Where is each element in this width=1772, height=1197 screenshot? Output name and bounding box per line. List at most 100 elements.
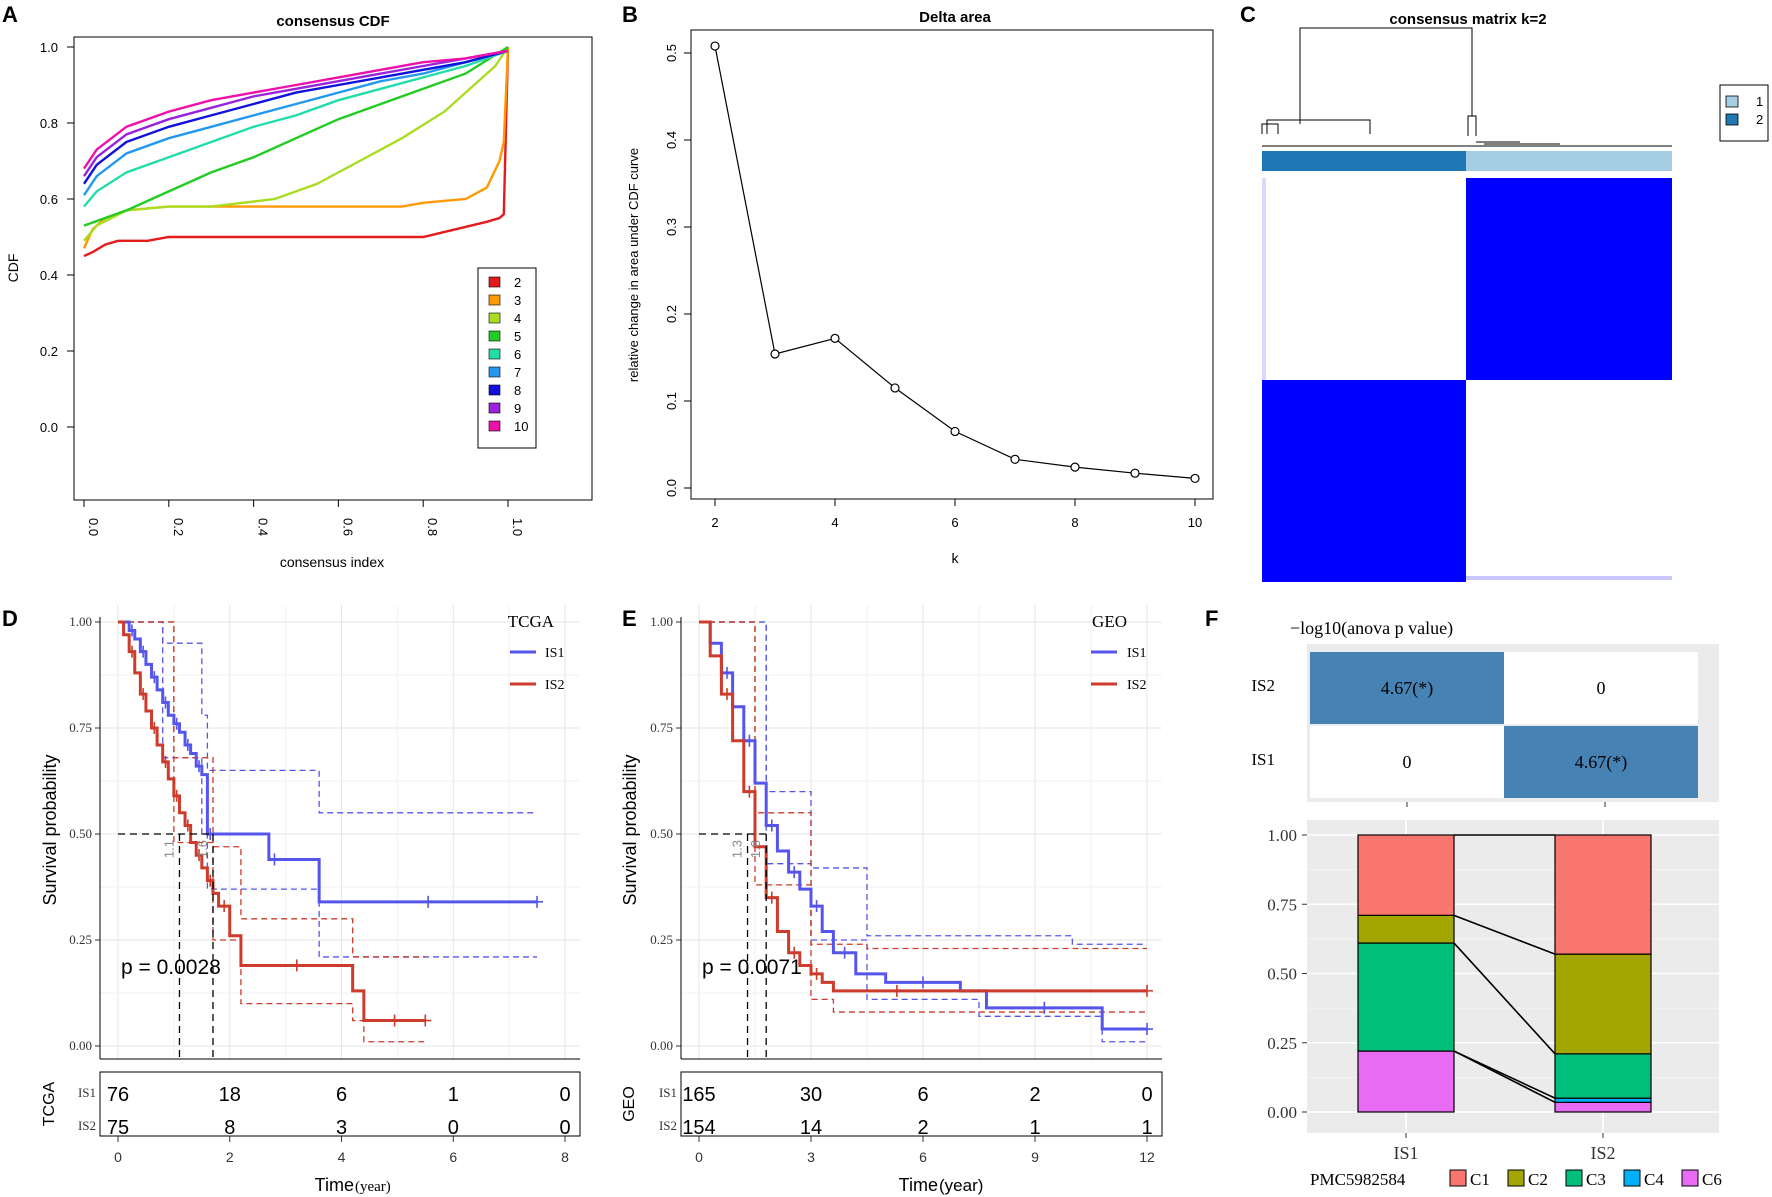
- panel-a-xlabel: consensus index: [280, 554, 384, 570]
- matrix-block-tl: [1262, 178, 1466, 380]
- dendro-top: [1299, 27, 1473, 124]
- dendro-right: [1467, 115, 1477, 136]
- panel-d-legend-is2: IS2: [545, 678, 564, 693]
- d-curve-is1: [118, 620, 538, 904]
- heat-cell: [1504, 726, 1698, 798]
- panel-e-curves: 1.3 1.8: [699, 620, 1153, 1058]
- d-risk-cell: 76: [107, 1084, 129, 1106]
- cdf-line-k9: [83, 49, 509, 177]
- e-curve-is2: [699, 620, 1147, 993]
- panel-e-pvalue: p = 0.0071: [702, 956, 802, 979]
- panel-a-legend-items: 2 3 4 5 6 7 8 9 10: [488, 275, 528, 434]
- legend-swatch-k7: [488, 366, 501, 378]
- panel-b-ytick-label: 0.5: [664, 44, 679, 62]
- legend-label-k7: 7: [514, 365, 521, 380]
- d-ytick-label: 0.25: [69, 932, 92, 947]
- d-risk-cell: 18: [219, 1084, 241, 1106]
- panel-f-row-is2: IS2: [1251, 676, 1275, 695]
- d-risk-cell: 0: [448, 1117, 459, 1139]
- legend-label-k2: 2: [514, 275, 521, 290]
- panel-d-risk-table: IS1 76 18 6 1 0 IS2 75 8 3 0 0: [78, 1084, 571, 1139]
- d-xtick-label: 2: [226, 1149, 234, 1165]
- f-ytick-label: 1.00: [1267, 826, 1297, 845]
- d-risk-cell: 8: [224, 1117, 235, 1139]
- matrix-block-br-edge: [1466, 576, 1672, 580]
- panel-b-title: Delta area: [919, 9, 991, 26]
- delta-point-k3: [770, 349, 780, 359]
- panel-e-risk-table: IS1 165 30 6 2 0 IS2 154 14 2 1 1: [659, 1084, 1153, 1139]
- bar-seg-c6-is2: [1554, 1101, 1652, 1113]
- legend-label-c2: C2: [1528, 1170, 1548, 1189]
- delta-point-k6: [950, 426, 960, 437]
- d-curve-is2: [118, 620, 426, 1023]
- d-xtick-label: 0: [114, 1149, 122, 1165]
- panel-b-ytick-label: 0.3: [664, 218, 679, 236]
- e-risk-cell: 0: [1141, 1084, 1152, 1106]
- bar-seg-c1-is1: [1357, 834, 1455, 916]
- heat-cell: [1504, 652, 1698, 724]
- panel-d-xlabel-unit: (year): [355, 1179, 391, 1195]
- f-xtick-label: IS2: [1590, 1143, 1615, 1163]
- panel-b-ylabel: relative change in area under CDF curve: [626, 148, 641, 382]
- matrix-block-br: [1466, 380, 1672, 582]
- panel-f-heat-cells: 4.67(*) 0 0 4.67(*): [1310, 652, 1698, 798]
- panel-d-pvalue: p = 0.0028: [121, 956, 221, 979]
- legend-swatch-k8: [488, 384, 501, 396]
- matrix-block-tl-edge: [1262, 178, 1266, 380]
- panel-b-xtick-label: 10: [1188, 515, 1202, 530]
- panel-a-xtick-label: 0.8: [425, 518, 440, 536]
- legend-swatch-c1: [1449, 1169, 1467, 1187]
- bar-seg-c3-is2: [1554, 1053, 1652, 1099]
- d-risk-cell: 0: [559, 1117, 570, 1139]
- dendro-right-leaves: [1476, 141, 1672, 147]
- d-risk-cell: 0: [559, 1084, 570, 1106]
- panel-label-e: E: [622, 606, 637, 631]
- alluvial-link: [1453, 942, 1556, 1055]
- bar-seg-c1-is2: [1554, 834, 1652, 955]
- e-risk-cell: 2: [917, 1117, 928, 1139]
- cdf-line-k10: [83, 49, 509, 170]
- e-censor-end-is2: [1141, 984, 1153, 997]
- cdf-line-k4: [83, 46, 509, 242]
- delta-point-k4: [830, 333, 840, 343]
- panel-a-xtick-label: 0.2: [171, 518, 186, 536]
- legend-swatch-1: [1725, 95, 1739, 108]
- d-ci-lower-is2: [118, 621, 426, 1043]
- panel-c-dendrogram: [1261, 27, 1672, 147]
- panel-a-frame: [73, 36, 593, 501]
- alluvial-link: [1453, 1050, 1556, 1099]
- panel-c-legend: [1719, 84, 1769, 142]
- panel-e-xlabel: Time: [899, 1175, 938, 1195]
- panel-e-risk-label: GEO: [621, 1086, 638, 1122]
- panel-d-grid: 0 2 4 6 8 0.00 0.25 0.50 0.75 1.00: [69, 605, 580, 1165]
- legend-label-k9: 9: [514, 401, 521, 416]
- d-censor-end-is2: [419, 1014, 432, 1027]
- panel-e-km-geo: 0 3 6 9 120.000.250.500.751.00 1.3 1.8 GEO IS…: [620, 605, 1163, 1195]
- legend-label-k4: 4: [514, 311, 521, 326]
- legend-label-c1: C1: [1470, 1170, 1490, 1189]
- cdf-line-k7: [83, 49, 509, 196]
- legend-label-k10: 10: [514, 419, 528, 434]
- panel-b-xlabel: k: [952, 550, 960, 566]
- legend-label-1: 1: [1756, 94, 1763, 109]
- legend-label-k5: 5: [514, 329, 521, 344]
- cdf-line-k8: [83, 49, 509, 185]
- e-xtick-label: 0: [695, 1149, 703, 1165]
- legend-label-c4: C4: [1644, 1170, 1664, 1189]
- panel-b-delta: Delta area 2 4 6 8 10 0.0 0.1 0.2 0.3 0.4 0.5 k re…: [626, 9, 1214, 566]
- f-ytick-label: 0.00: [1267, 1103, 1297, 1122]
- legend-label-k6: 6: [514, 347, 521, 362]
- heat-cell-value: 4.67(*): [1381, 678, 1434, 699]
- legend-swatch-c4: [1623, 1169, 1641, 1187]
- panel-a-xtick-label: 0.0: [86, 518, 101, 536]
- e-xtick-label: 3: [807, 1149, 815, 1165]
- bar-seg-c6-is1: [1357, 1050, 1455, 1113]
- d-censor-end-is1: [531, 895, 544, 908]
- d-risk-cell: 6: [336, 1084, 347, 1106]
- d-xtick-label: 4: [338, 1149, 346, 1165]
- d-ytick-label: 1.00: [69, 614, 92, 629]
- heat-cell-value: 4.67(*): [1575, 752, 1628, 773]
- bar-seg-c2-is2: [1554, 953, 1652, 1055]
- d-median-label: 1.1: [161, 840, 176, 858]
- panel-d-curves: 1.1 1.6: [118, 620, 544, 1058]
